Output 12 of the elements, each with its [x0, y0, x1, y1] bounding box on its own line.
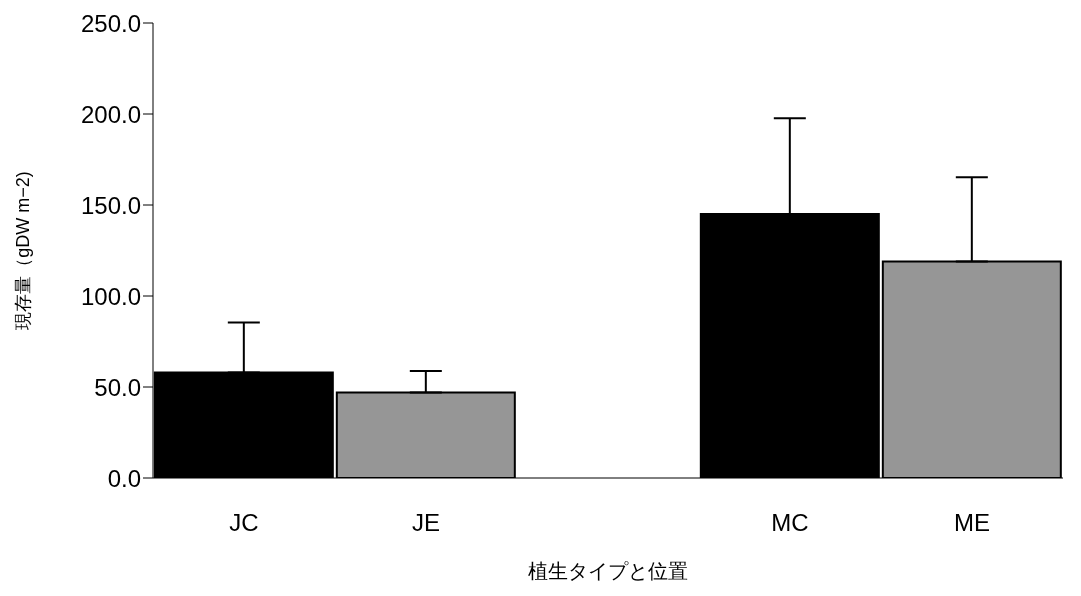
- x-tick-label: JC: [229, 509, 259, 537]
- x-tick-label: ME: [954, 509, 990, 537]
- y-axis-title: 現存量（gDW m−2): [13, 171, 34, 330]
- x-tick-label: MC: [771, 509, 809, 537]
- y-tick-label: 200.0: [80, 100, 141, 128]
- y-tick-label: 100.0: [80, 282, 141, 310]
- x-tick-label: JE: [411, 509, 441, 537]
- y-tick-label: 0.0: [107, 464, 141, 492]
- y-tick-label: 150.0: [80, 191, 141, 219]
- y-tick-label: 50.0: [94, 373, 141, 401]
- y-tick-label: 250.0: [80, 9, 141, 37]
- x-axis-title: 植生タイプと位置: [528, 560, 688, 582]
